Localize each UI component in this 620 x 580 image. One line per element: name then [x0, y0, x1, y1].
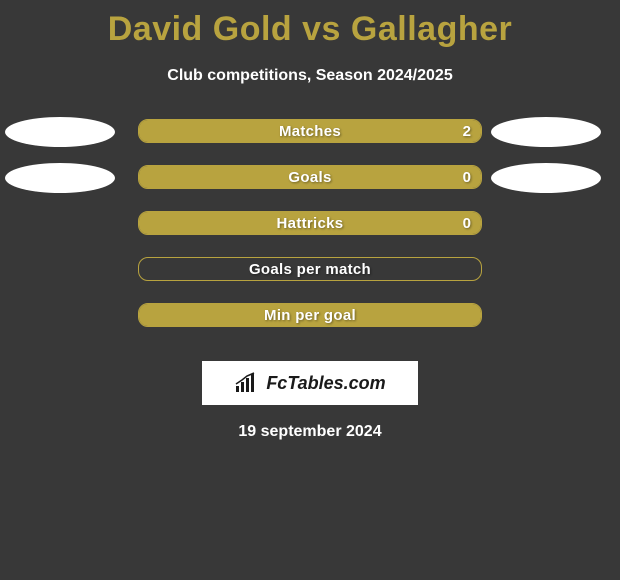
stat-value: 0 — [463, 212, 471, 234]
stat-row: Matches2 — [0, 119, 620, 165]
stat-bar: Goals per match — [138, 257, 482, 281]
stat-bar: Goals0 — [138, 165, 482, 189]
stat-label: Goals — [139, 166, 481, 188]
comparison-chart: Matches2Goals0Hattricks0Goals per matchM… — [0, 119, 620, 349]
stat-label: Matches — [139, 120, 481, 142]
chart-icon — [234, 372, 260, 394]
player-left-marker — [5, 163, 115, 193]
stat-label: Hattricks — [139, 212, 481, 234]
stat-value: 2 — [463, 120, 471, 142]
stat-value: 0 — [463, 166, 471, 188]
stat-row: Goals per match — [0, 257, 620, 303]
player-right-marker — [491, 117, 601, 147]
subtitle: Club competitions, Season 2024/2025 — [0, 67, 620, 85]
stat-row: Min per goal — [0, 303, 620, 349]
page-title: David Gold vs Gallagher — [0, 0, 620, 49]
stat-label: Goals per match — [139, 258, 481, 280]
date-text: 19 september 2024 — [0, 423, 620, 441]
stat-bar: Min per goal — [138, 303, 482, 327]
stat-bar: Matches2 — [138, 119, 482, 143]
stat-row: Hattricks0 — [0, 211, 620, 257]
stat-bar: Hattricks0 — [138, 211, 482, 235]
player-left-marker — [5, 117, 115, 147]
player-right-marker — [491, 163, 601, 193]
logo-text: FcTables.com — [266, 373, 385, 394]
logo-box: FcTables.com — [202, 361, 418, 405]
stat-label: Min per goal — [139, 304, 481, 326]
stat-row: Goals0 — [0, 165, 620, 211]
